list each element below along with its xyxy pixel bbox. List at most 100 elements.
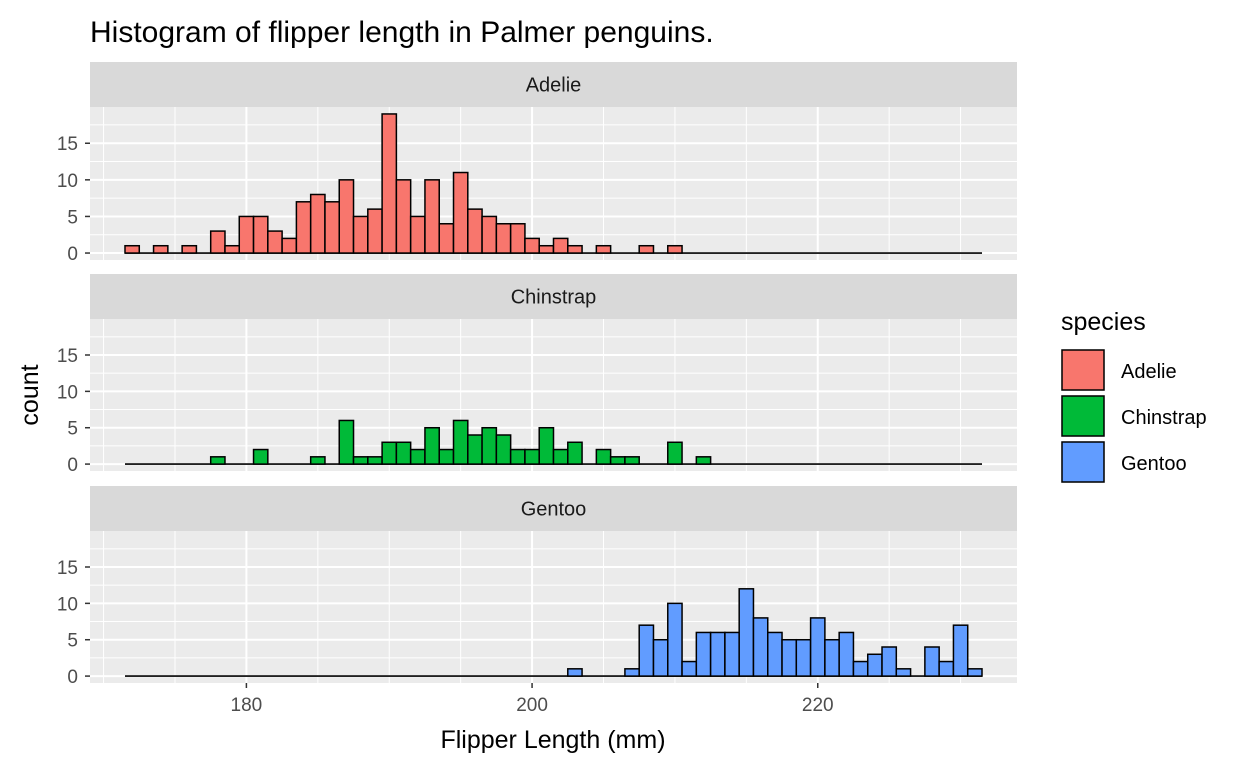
histogram-bar bbox=[409, 215, 426, 254]
legend-key-gentoo bbox=[1061, 441, 1105, 483]
histogram-bar bbox=[209, 230, 226, 254]
histogram-bar bbox=[938, 660, 955, 677]
histogram-bar bbox=[738, 588, 755, 677]
facet-strip bbox=[90, 486, 1017, 531]
histogram-bar bbox=[309, 456, 326, 465]
histogram-bar bbox=[638, 624, 655, 677]
legend-key-chinstrap bbox=[1061, 395, 1105, 437]
y-tick-label: 5 bbox=[67, 631, 78, 652]
histogram-bar bbox=[838, 631, 855, 677]
facet-panel-adelie: Adelie 0 5 10 15 bbox=[57, 62, 1017, 265]
histogram-bar bbox=[495, 223, 512, 254]
histogram-bar bbox=[767, 631, 783, 677]
y-tick-label: 5 bbox=[67, 419, 78, 440]
facet-panel-chinstrap: Chinstrap 0 5 10 15 bbox=[57, 274, 1017, 476]
histogram-bar bbox=[224, 244, 241, 254]
histogram-bar bbox=[495, 434, 512, 465]
facet-strip bbox=[90, 274, 1017, 319]
histogram-bar bbox=[567, 441, 583, 465]
histogram-bar bbox=[866, 653, 883, 677]
histogram-bar bbox=[966, 668, 983, 677]
histogram-bar bbox=[338, 419, 355, 465]
histogram-bar bbox=[652, 638, 669, 677]
legend-label: Adelie bbox=[1121, 361, 1177, 383]
y-tick-label: 0 bbox=[67, 455, 78, 476]
histogram-bar bbox=[124, 244, 141, 254]
histogram-bar bbox=[367, 208, 383, 254]
facet-panels: Adelie 0 5 10 15 Chinstrap 0 5 10 15 Gentoo 0 5 10 15 1… bbox=[57, 62, 1017, 716]
legend: species Adelie Chinstrap Gentoo bbox=[1061, 308, 1207, 483]
histogram-bar bbox=[395, 179, 412, 254]
histogram-bar bbox=[438, 223, 455, 254]
y-tick-label: 0 bbox=[67, 667, 78, 688]
histogram-bar bbox=[452, 171, 469, 254]
facet-strip bbox=[90, 62, 1017, 107]
histogram-bar bbox=[709, 631, 726, 677]
histogram-bar bbox=[538, 426, 555, 465]
histogram-bar bbox=[352, 456, 369, 465]
y-tick-label: 15 bbox=[57, 134, 78, 155]
histogram-bar bbox=[481, 215, 498, 254]
histogram-bar bbox=[352, 215, 369, 254]
legend-label: Gentoo bbox=[1121, 453, 1187, 475]
histogram-bar bbox=[209, 456, 226, 465]
legend-label: Chinstrap bbox=[1121, 407, 1207, 429]
histogram-bar bbox=[609, 456, 626, 465]
facet-strip-label: Adelie bbox=[526, 75, 582, 97]
histogram-bar bbox=[695, 456, 712, 465]
histogram-bar bbox=[367, 456, 383, 465]
histogram-bar bbox=[595, 448, 612, 465]
histogram-bar bbox=[752, 617, 769, 677]
histogram-bar bbox=[667, 602, 683, 677]
histogram-bar bbox=[624, 668, 640, 677]
histogram-bar bbox=[552, 237, 569, 254]
histogram-bar bbox=[567, 244, 583, 254]
histogram-bar bbox=[638, 244, 655, 254]
histogram-bar bbox=[295, 201, 312, 254]
histogram-bar bbox=[438, 448, 455, 465]
histogram-bar bbox=[252, 448, 269, 465]
histogram-bar bbox=[824, 638, 840, 677]
histogram-bar bbox=[881, 646, 898, 677]
histogram-bar bbox=[467, 208, 483, 254]
histogram-bar bbox=[595, 244, 612, 254]
y-tick-label: 15 bbox=[57, 558, 78, 579]
facet-strip-label: Gentoo bbox=[521, 499, 587, 521]
histogram-bar bbox=[452, 419, 469, 465]
histogram-bar bbox=[524, 448, 540, 465]
histogram-bar bbox=[181, 244, 198, 254]
legend-title: species bbox=[1061, 308, 1146, 336]
histogram-bar bbox=[781, 638, 798, 677]
histogram-bar bbox=[509, 223, 526, 254]
histogram-bar bbox=[809, 617, 826, 677]
histogram-bar bbox=[267, 230, 283, 254]
histogram-bar bbox=[467, 434, 483, 465]
y-axis-title: count bbox=[16, 364, 44, 425]
facet-panel-gentoo: Gentoo 0 5 10 15 180 200 220 bbox=[57, 486, 1017, 716]
histogram-bar bbox=[667, 441, 683, 465]
y-tick-label: 10 bbox=[57, 171, 78, 192]
histogram-bar bbox=[252, 215, 269, 254]
histogram-bar bbox=[281, 237, 298, 254]
histogram-bar bbox=[538, 244, 555, 254]
histogram-bar bbox=[409, 448, 426, 465]
x-tick-label: 180 bbox=[231, 695, 263, 716]
histogram-bar bbox=[681, 660, 698, 677]
histogram-bar bbox=[324, 201, 340, 254]
histogram-bar bbox=[624, 456, 640, 465]
histogram-bar bbox=[309, 193, 326, 254]
y-tick-label: 5 bbox=[67, 207, 78, 228]
histogram-bar bbox=[524, 237, 540, 254]
histogram-bar bbox=[152, 244, 169, 254]
x-tick-label: 200 bbox=[516, 695, 548, 716]
histogram-bar bbox=[481, 426, 498, 465]
histogram-bar bbox=[795, 638, 812, 677]
legend-key-adelie bbox=[1061, 349, 1105, 391]
histogram-bar bbox=[895, 668, 912, 677]
facet-strip-label: Chinstrap bbox=[511, 287, 597, 309]
histogram-bar bbox=[695, 631, 712, 677]
histogram-bar bbox=[395, 441, 412, 465]
histogram-bar bbox=[424, 179, 440, 254]
histogram-bar bbox=[424, 426, 440, 465]
